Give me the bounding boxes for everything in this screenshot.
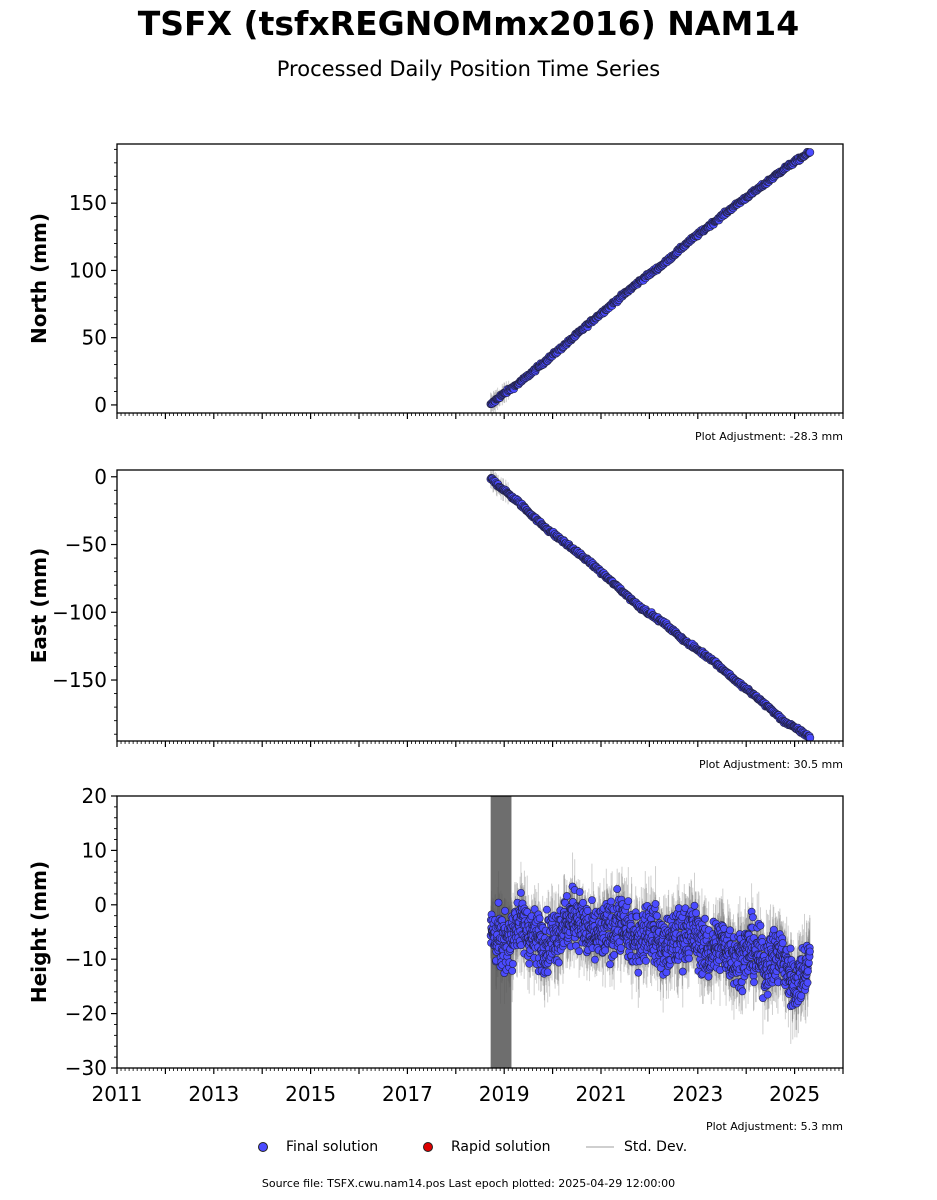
axes-frame — [116, 469, 844, 742]
data-point — [606, 960, 614, 969]
data-point — [678, 967, 687, 976]
data-point — [610, 951, 619, 959]
series-layer — [486, 470, 815, 741]
data-point — [591, 955, 599, 964]
data-point — [805, 148, 815, 157]
y-tick-label: −50 — [65, 533, 107, 557]
y-tick-label: 50 — [82, 326, 107, 350]
plot-adjustment-note: Plot Adjustment: 30.5 mm — [699, 758, 843, 771]
data-point — [642, 956, 650, 965]
data-point — [588, 896, 596, 905]
data-point — [575, 888, 584, 896]
y-tick-label: 100 — [69, 258, 107, 282]
data-point — [530, 905, 539, 914]
data-point — [562, 892, 571, 900]
y-tick-label: 150 — [69, 191, 107, 215]
data-point — [508, 959, 517, 968]
data-point — [543, 968, 552, 977]
data-point — [624, 897, 633, 906]
chart-title: TSFX (tsfxREGNOMmx2016) NAM14 — [137, 4, 800, 43]
data-point — [579, 898, 587, 907]
y-tick-label: 0 — [94, 465, 107, 489]
y-axis-label: East (mm) — [27, 548, 51, 664]
data-point — [805, 733, 815, 741]
series-layer — [486, 796, 814, 1068]
data-point — [535, 914, 544, 923]
data-point — [542, 905, 551, 914]
data-point — [583, 906, 592, 915]
chart-subtitle: Processed Daily Position Time Series — [276, 57, 661, 81]
axes-frame — [116, 143, 844, 414]
y-tick-label: −100 — [52, 600, 107, 624]
data-point — [501, 906, 509, 915]
data-point — [508, 966, 517, 975]
series-layer — [486, 148, 815, 413]
data-point — [525, 959, 534, 968]
data-point — [634, 968, 643, 977]
data-point — [575, 947, 583, 956]
y-tick-label: 0 — [94, 393, 107, 417]
data-point — [554, 958, 563, 967]
data-point — [613, 885, 622, 893]
data-point — [653, 911, 661, 920]
panel-0: 0 50 100 150 North (mm) Plot Adjustment: -28.… — [27, 143, 844, 443]
y-tick-label: −150 — [52, 668, 107, 692]
data-point — [601, 946, 610, 955]
data-point — [651, 900, 660, 908]
plot-adjustment-note: Plot Adjustment: -28.3 mm — [695, 430, 843, 443]
data-point — [517, 888, 525, 897]
data-point — [616, 944, 625, 952]
y-axis-label: North (mm) — [27, 213, 51, 344]
data-point — [494, 898, 503, 907]
data-point — [607, 897, 615, 906]
